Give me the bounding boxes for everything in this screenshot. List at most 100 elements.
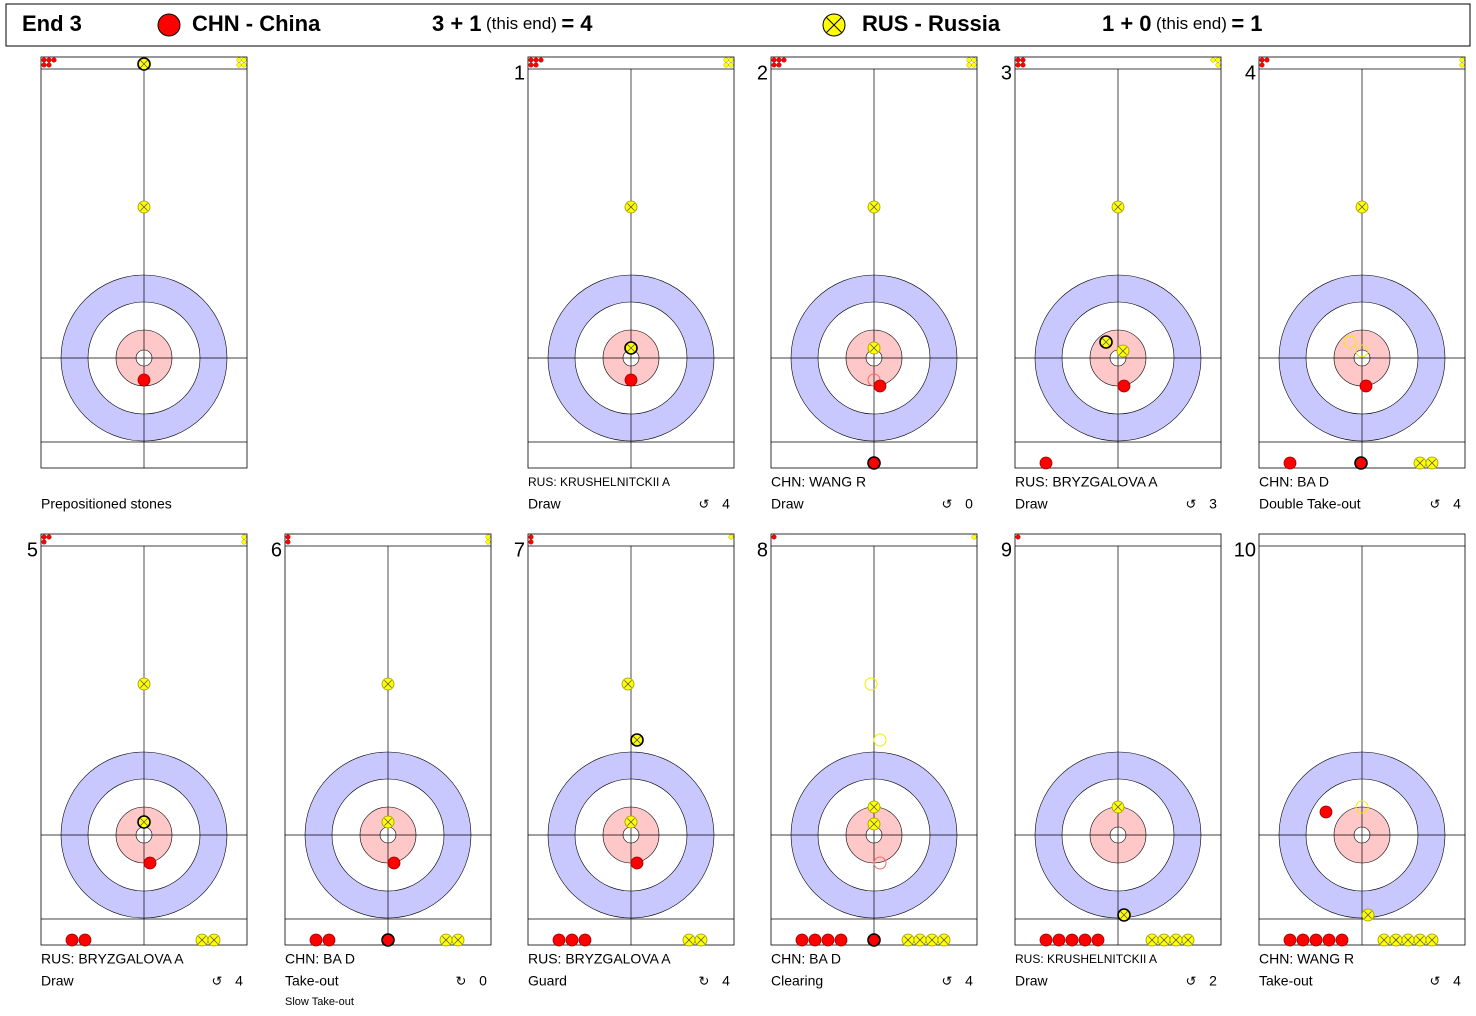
- stone: [65, 933, 79, 947]
- shot-number: 4: [1245, 62, 1256, 84]
- rotation: ↺: [212, 973, 223, 988]
- stone-x: [1160, 936, 1168, 944]
- shot-number: 3: [1001, 62, 1012, 84]
- stone-body: [552, 933, 566, 947]
- spare-stone: [528, 62, 534, 68]
- player: RUS: KRUSHELNITCKII A: [528, 475, 670, 489]
- this-end: (this end): [486, 14, 557, 33]
- stone: [1039, 933, 1053, 947]
- shot-panel: 5 RUS: BRYZGALOVA A Draw ↺ 4: [27, 533, 248, 989]
- stone: [137, 815, 151, 829]
- stone-body: [1091, 933, 1105, 947]
- stone: [1359, 379, 1373, 393]
- shot-type: Draw: [1015, 496, 1049, 512]
- spare-stone: [528, 539, 534, 545]
- stone: [387, 856, 401, 870]
- stone-body: [821, 933, 835, 947]
- shot-panel: 10 CHN: WANG R Take-out ↺ 4: [1234, 533, 1466, 989]
- shot-type: Take-out: [285, 973, 339, 989]
- stone-x: [454, 936, 462, 944]
- stone: [1296, 933, 1310, 947]
- stone: [1309, 933, 1323, 947]
- spare-stone: [236, 62, 242, 68]
- spare-stone: [723, 62, 729, 68]
- spare-stone: [46, 534, 52, 540]
- shot-score: 0: [965, 496, 973, 512]
- rotation: ↺: [942, 973, 953, 988]
- rotation: ↺: [1430, 496, 1441, 511]
- stone: [867, 341, 881, 355]
- team-icon: [822, 13, 846, 37]
- stone-x: [384, 818, 392, 826]
- spare-stone: [485, 539, 491, 545]
- stone: [1078, 933, 1092, 947]
- player: RUS: KRUSHELNITCKII A: [1015, 952, 1157, 966]
- end-label: End 3: [22, 11, 82, 36]
- spare-stone: [776, 62, 782, 68]
- stone: [795, 933, 809, 947]
- player: CHN: BA D: [771, 951, 841, 967]
- stone-body: [808, 933, 822, 947]
- rotation: ↻: [456, 973, 467, 988]
- spare-stone: [285, 539, 291, 545]
- stone-body: [381, 933, 395, 947]
- stone-body: [143, 856, 157, 870]
- stone-body: [1078, 933, 1092, 947]
- stone-body: [1354, 456, 1368, 470]
- spare-stone: [1259, 62, 1265, 68]
- spare-stone: [1459, 62, 1465, 68]
- stone: [565, 933, 579, 947]
- header-box: [5, 3, 1471, 47]
- stone-x: [627, 344, 635, 352]
- stone-x: [697, 936, 705, 944]
- stone: [1169, 933, 1183, 947]
- stone: [630, 856, 644, 870]
- stone-x: [627, 203, 635, 211]
- stone-body: [387, 856, 401, 870]
- stone-body: [630, 856, 644, 870]
- spare-stone: [971, 62, 977, 68]
- stone: [873, 379, 887, 393]
- score: 3 + 1: [432, 11, 482, 36]
- spare-stone: [1015, 57, 1021, 63]
- stone-body: [1322, 933, 1336, 947]
- stone-x: [627, 818, 635, 826]
- spare-stone: [241, 539, 247, 545]
- spare-stone: [51, 57, 57, 63]
- stone: [1145, 933, 1159, 947]
- spare-stone: [971, 534, 977, 540]
- total: = 1: [1231, 11, 1262, 36]
- spare-stone: [966, 62, 972, 68]
- spare-stone: [1215, 57, 1221, 63]
- stone-x: [198, 936, 206, 944]
- stone-x: [140, 203, 148, 211]
- team-name: RUS - Russia: [862, 11, 1001, 36]
- shot-score: 4: [1453, 973, 1461, 989]
- stone: [1425, 933, 1439, 947]
- stone: [1052, 933, 1066, 947]
- shot-note: Slow Take-out: [285, 996, 354, 1008]
- stone: [1065, 933, 1079, 947]
- stone: [1335, 933, 1349, 947]
- spare-stone: [236, 57, 242, 63]
- stone-x: [870, 803, 878, 811]
- stone-ghost: [1343, 335, 1357, 349]
- stone: [1117, 908, 1131, 922]
- stone: [682, 933, 696, 947]
- total: = 4: [561, 11, 593, 36]
- rotation: ↺: [1430, 973, 1441, 988]
- stone-body: [1319, 805, 1333, 819]
- stone-x: [1416, 936, 1424, 944]
- stone: [1361, 908, 1375, 922]
- stone-x: [870, 344, 878, 352]
- stone: [451, 933, 465, 947]
- stone-x: [1119, 347, 1127, 355]
- stone-ghost: [873, 856, 887, 870]
- stone: [1111, 200, 1125, 214]
- spare-stone: [966, 57, 972, 63]
- shot-number: 1: [514, 62, 525, 84]
- stone: [137, 677, 151, 691]
- spare-stone: [538, 57, 544, 63]
- shot-type: Draw: [771, 496, 805, 512]
